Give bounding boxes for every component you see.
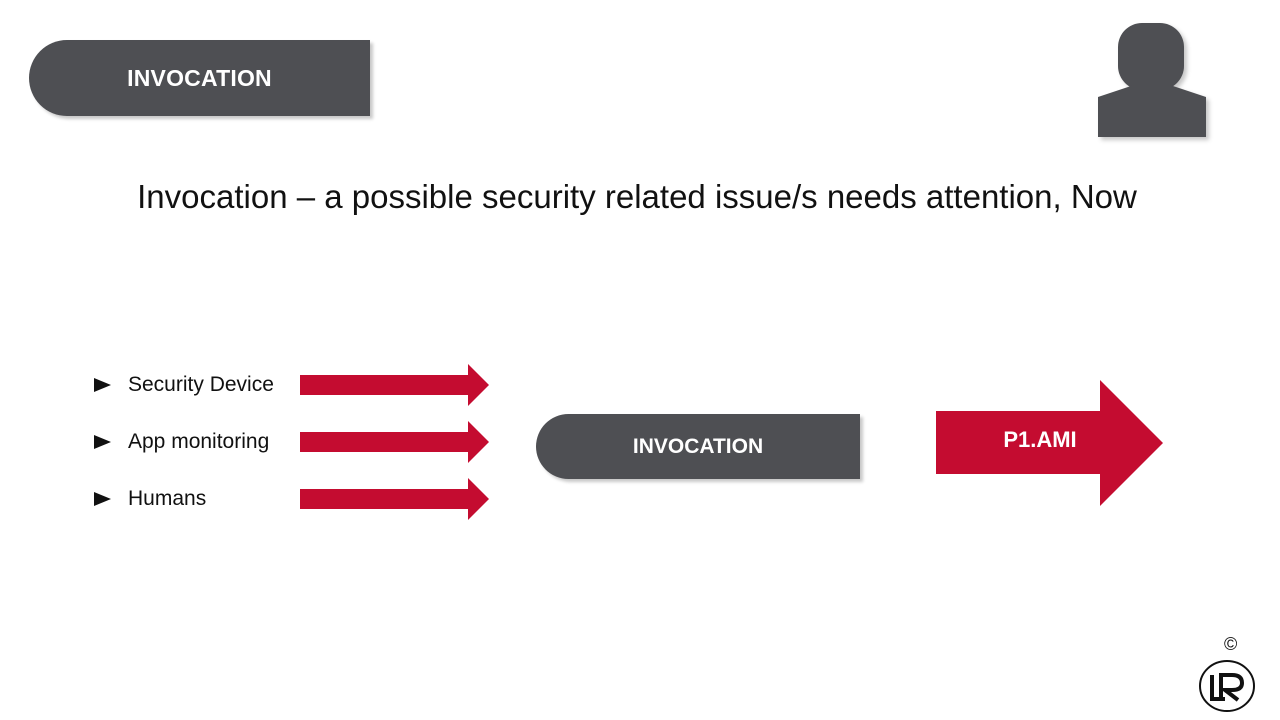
source-item-app-monitoring: App monitoring [94,427,269,457]
source-label: Security Device [128,373,274,396]
triangle-bullet-icon [94,435,111,449]
invocation-tag: INVOCATION [29,40,370,116]
red-arrow-icon [300,421,489,463]
invocation-tag-label: INVOCATION [127,64,272,91]
triangle-bullet-icon [94,378,111,392]
user-silhouette-icon [1098,23,1206,137]
slide-heading: Invocation – a possible security related… [137,178,1137,215]
triangle-bullet-icon [94,492,111,506]
output-arrow-icon [936,380,1163,506]
source-label: Humans [128,487,207,510]
red-arrow-icon [300,478,489,520]
invocation-center-tag: INVOCATION [536,414,860,479]
source-item-security-device: Security Device [94,370,274,400]
red-arrow-icon [300,364,489,406]
copyright-symbol: © [1224,634,1238,654]
invocation-center-tag-label: INVOCATION [632,434,764,458]
source-item-humans: Humans [94,484,206,514]
lr-logo-icon [1199,660,1255,712]
source-label: App monitoring [128,430,270,453]
output-arrow-label: P1.AMI [1003,427,1077,452]
